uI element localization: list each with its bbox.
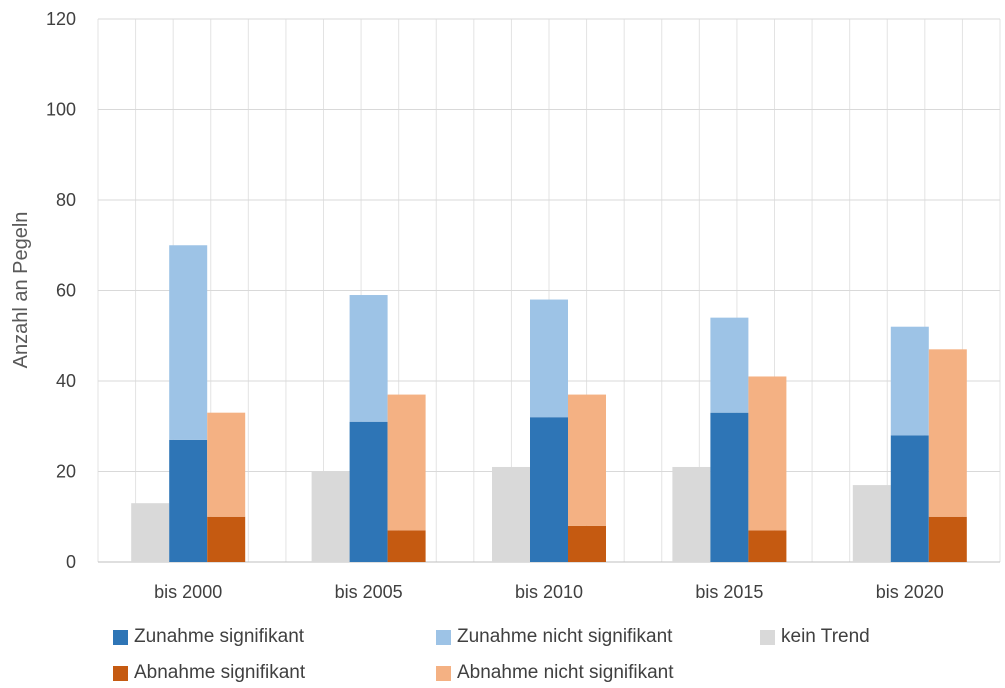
y-axis-label: Anzahl an Pegeln (10, 212, 32, 369)
bar (568, 525, 606, 562)
bar (710, 412, 749, 562)
bar (492, 466, 530, 562)
x-tick-label: bis 2020 (876, 582, 944, 602)
bar (748, 530, 787, 562)
bar (349, 421, 388, 562)
bar (349, 295, 388, 422)
y-axis-ticks: 0 20 40 60 80 100 120 (46, 9, 76, 572)
x-tick-label: bis 2000 (154, 582, 222, 602)
bars (131, 245, 967, 562)
y-tick-label: 120 (46, 9, 76, 29)
bar (710, 317, 749, 413)
bar (169, 439, 208, 562)
bar (890, 435, 929, 562)
bar (387, 530, 426, 562)
x-tick-label: bis 2010 (515, 582, 583, 602)
bar (311, 471, 350, 562)
x-tick-label: bis 2015 (695, 582, 763, 602)
bar (748, 376, 787, 531)
bar (672, 466, 711, 562)
y-tick-label: 60 (56, 281, 76, 301)
bar (207, 412, 246, 517)
bar (387, 394, 426, 531)
bar (568, 394, 606, 526)
y-tick-label: 0 (66, 552, 76, 572)
y-tick-label: 40 (56, 371, 76, 391)
bar (530, 299, 568, 418)
y-tick-label: 100 (46, 100, 76, 120)
bar (207, 516, 246, 562)
bar (169, 245, 208, 440)
bar (928, 516, 967, 562)
y-tick-label: 20 (56, 462, 76, 482)
bar (852, 485, 891, 562)
bar (928, 349, 967, 517)
bar (530, 417, 568, 562)
x-axis-ticks: bis 2000 bis 2005 bis 2010 bis 2015 bis 2020 (154, 582, 944, 602)
bar (131, 503, 170, 562)
x-tick-label: bis 2005 (335, 582, 403, 602)
y-tick-label: 80 (56, 190, 76, 210)
bar (890, 326, 929, 436)
